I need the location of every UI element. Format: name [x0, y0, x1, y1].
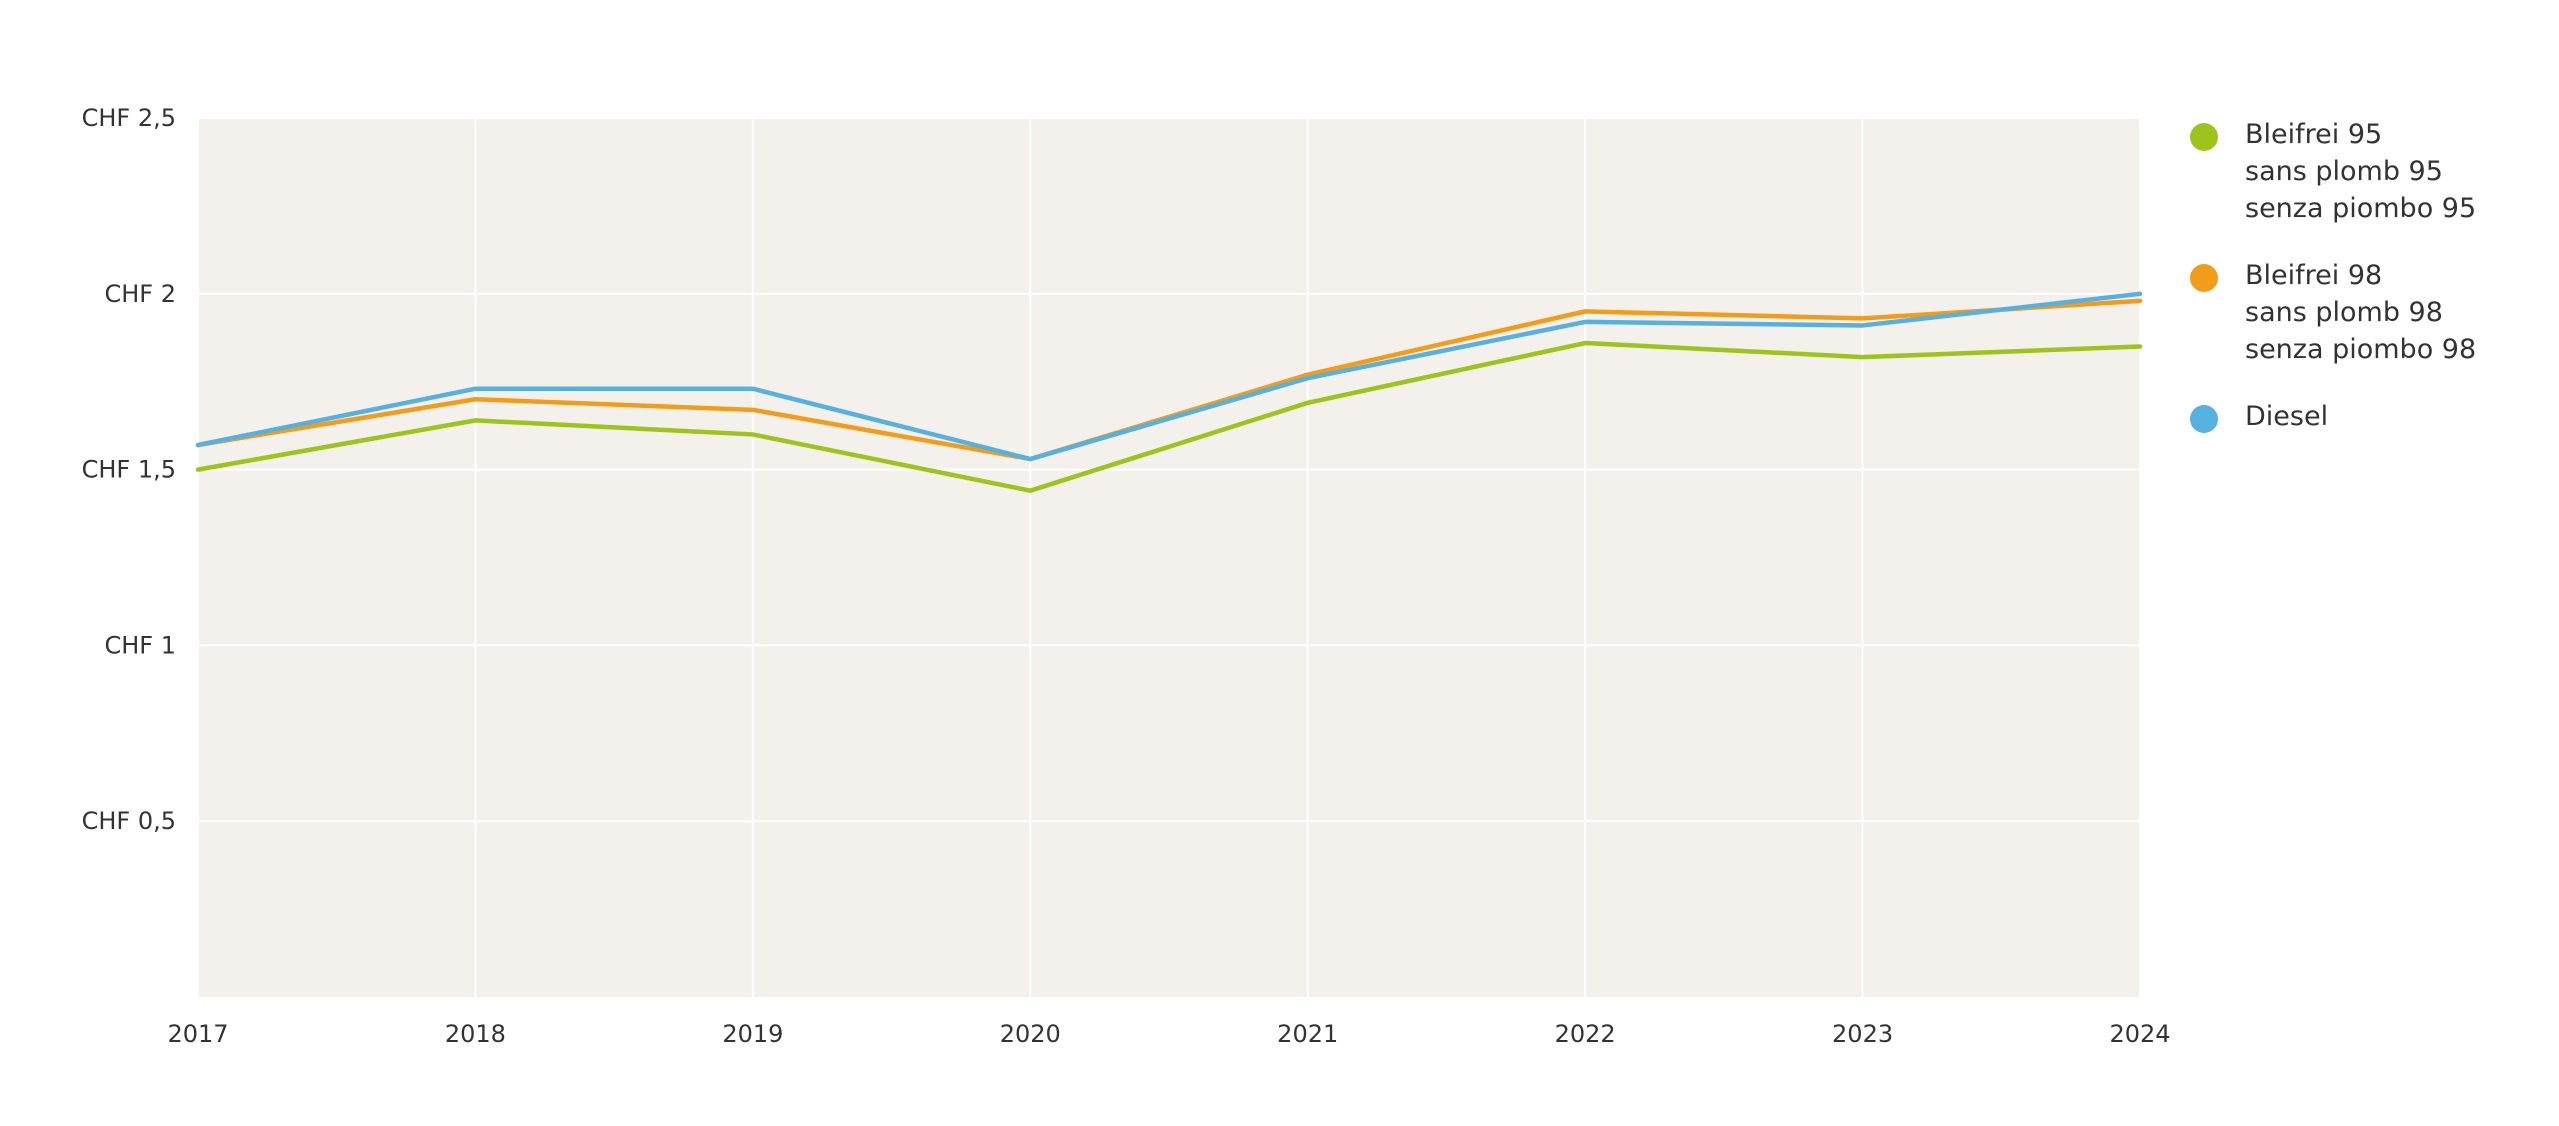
legend-label: Bleifrei 98 [2245, 260, 2383, 291]
x-tick-label: 2022 [1555, 1020, 1616, 1048]
legend-label: Bleifrei 95 [2245, 119, 2383, 150]
legend-label: sans plomb 95 [2245, 156, 2443, 187]
y-tick-label: CHF 0,5 [82, 807, 176, 835]
legend-item-bleifrei-98: Bleifrei 98 sans plomb 98 senza piombo 98 [2190, 257, 2550, 368]
legend-swatch [2190, 264, 2218, 292]
x-tick-label: 2018 [445, 1020, 506, 1048]
grid [197, 117, 2141, 997]
series-line-bleifrei-95 [195, 340, 2143, 493]
legend-swatch [2190, 123, 2218, 151]
legend-item-bleifrei-95: Bleifrei 95 sans plomb 95 senza piombo 95 [2190, 116, 2550, 227]
x-tick-label: 2021 [1277, 1020, 1338, 1048]
legend: Bleifrei 95 sans plomb 95 senza piombo 95 B… [2190, 116, 2550, 465]
x-tick-label: 2017 [167, 1020, 228, 1048]
x-axis: 2017 2018 2019 2020 2021 2022 2023 2024 [167, 1020, 2170, 1048]
legend-label: senza piombo 95 [2245, 193, 2477, 224]
legend-label: sans plomb 98 [2245, 297, 2443, 328]
legend-label: senza piombo 98 [2245, 334, 2477, 365]
legend-item-diesel: Diesel [2190, 398, 2550, 435]
y-tick-label: CHF 2 [104, 280, 176, 308]
x-tick-label: 2020 [1000, 1020, 1061, 1048]
legend-label: Diesel [2245, 401, 2329, 432]
series-line-diesel [195, 291, 2143, 462]
x-tick-label: 2023 [1832, 1020, 1893, 1048]
y-tick-label: CHF 1 [104, 631, 176, 659]
y-tick-label: CHF 2,5 [82, 104, 176, 132]
y-axis: CHF 0,5 CHF 1 CHF 1,5 CHF 2 CHF 2,5 [82, 104, 176, 835]
series-lines [195, 291, 2143, 493]
plot-background [198, 118, 2140, 997]
x-tick-label: 2019 [722, 1020, 783, 1048]
legend-swatch [2190, 405, 2218, 433]
y-tick-label: CHF 1,5 [82, 456, 176, 484]
x-tick-label: 2024 [2109, 1020, 2170, 1048]
